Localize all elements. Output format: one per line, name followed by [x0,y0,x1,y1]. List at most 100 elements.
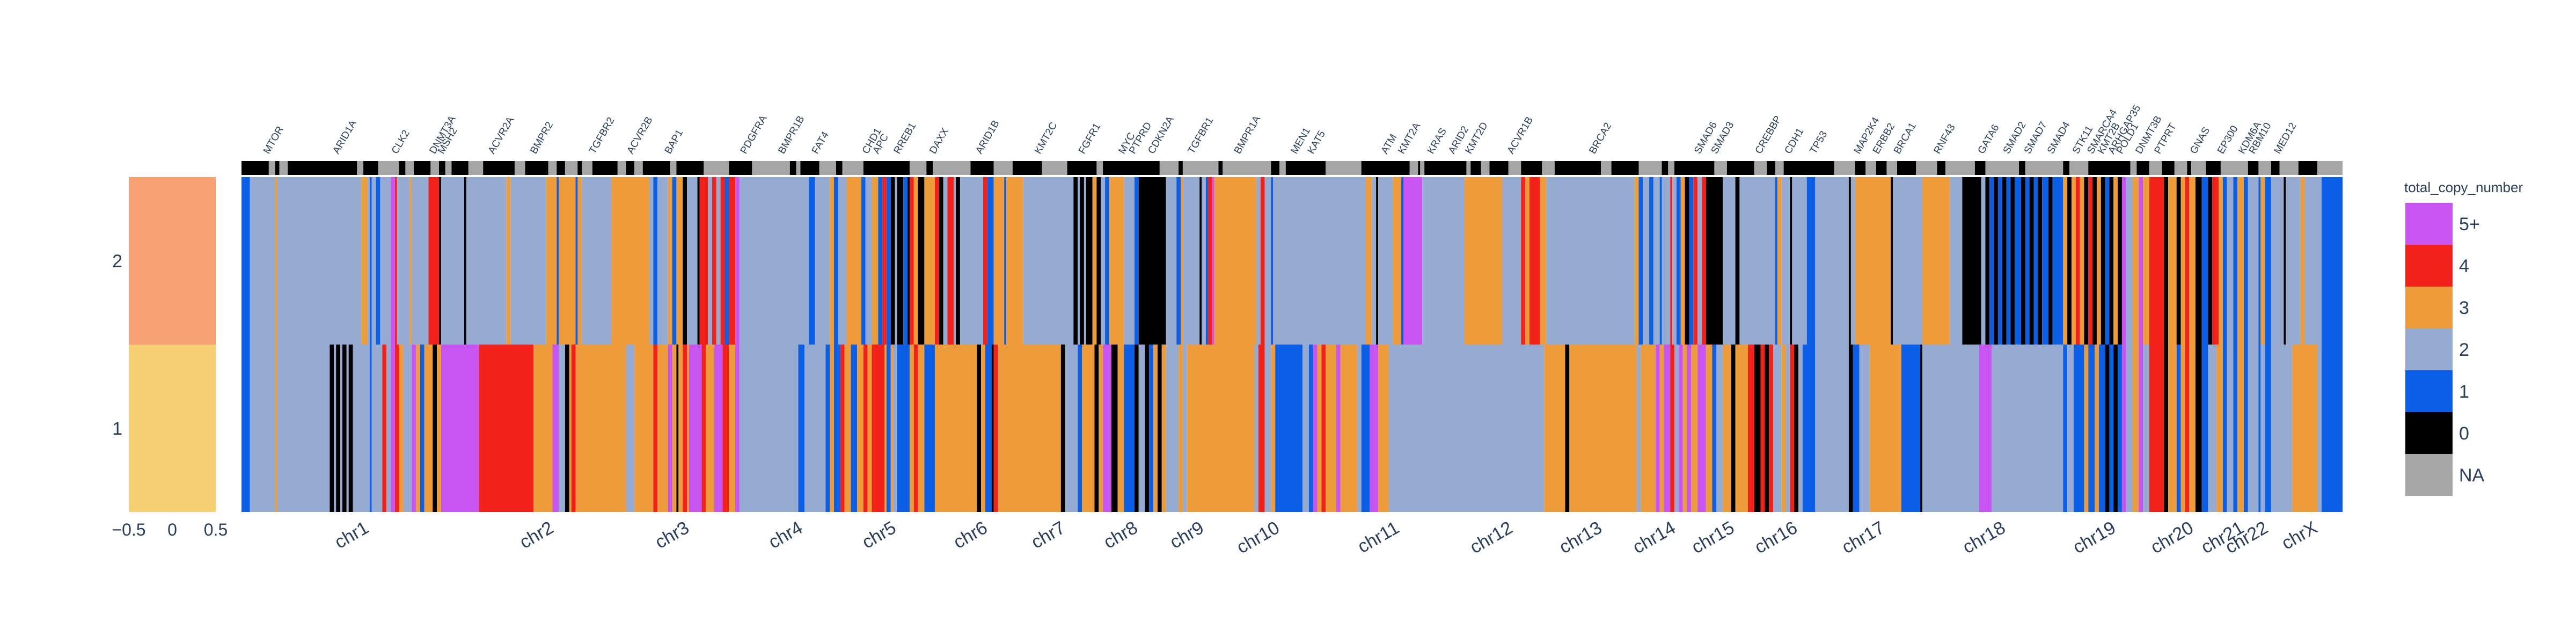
heatmap-cell [466,177,507,345]
heatmap-cell [1641,345,1656,512]
heatmap-cell [1670,177,1673,345]
heatmap-cell [1716,345,1723,512]
heatmap-cell [2168,177,2177,345]
heatmap-cell [275,177,277,345]
heatmap-cell [399,345,404,512]
heatmap-cell [2143,345,2149,512]
legend-swatch [2405,454,2453,496]
gene-track-segment [676,161,704,175]
gene-track-segment [1662,161,1668,175]
heatmap-cell [2002,177,2007,345]
heatmap-cell [582,177,612,345]
heatmap-cell [1785,345,1790,512]
heatmap-cell [735,177,740,345]
heatmap-cell [1388,345,1545,512]
heatmap-cell [697,177,700,345]
heatmap-cell [1540,177,1547,345]
heatmap-cell [865,177,872,345]
heatmap-cell [334,345,336,512]
heatmap-cell [1214,177,1256,345]
heatmap-cell [390,345,395,512]
heatmap-cell [913,345,918,512]
heatmap-cell [2243,177,2248,345]
heatmap-cell [1992,345,2063,512]
heatmap-cell [903,177,908,345]
heatmap-cell [1920,345,1923,512]
gene-track-segment [363,161,378,175]
heatmap-cell [895,177,897,345]
gene-track-segment [575,161,578,175]
heatmap-cell [867,345,872,512]
heatmap-cell [981,345,985,512]
heatmap-cell [424,345,433,512]
heatmap-cell [2126,177,2133,345]
gene-track-segment [1418,161,1421,175]
gene-track-segment [1886,161,1898,175]
heatmap-cell [683,177,687,345]
heatmap-cell [840,345,845,512]
gene-label: ARID1B [974,119,1002,156]
heatmap-cell [2067,177,2072,345]
heatmap-cell [575,177,578,345]
chromosome-label: chr6 [950,517,991,553]
heatmap-cell [701,345,706,512]
heatmap-cell [441,177,464,345]
gene-track [241,161,2343,175]
heatmap-cell [1092,177,1097,345]
heatmap-cell [960,177,983,345]
gene-track-segment [445,161,452,175]
heatmap-cell [838,177,847,345]
legend-label: NA [2459,465,2485,486]
heatmap-cell [683,345,687,512]
heatmap-cell [394,345,399,512]
chromosome-label: chr20 [2147,517,2197,558]
heatmap-cell [1546,177,1635,345]
heatmap-cell [689,345,702,512]
gene-track-segment [1985,161,2019,175]
legend-title: total_copy_number [2404,179,2523,195]
heatmap-cell [657,345,668,512]
heatmap-cell [1723,345,1731,512]
heatmap-cell [1893,177,1922,345]
heatmap-cell [367,177,370,345]
heatmap-cell [672,177,677,345]
heatmap-cell [2075,177,2080,345]
heatmap-cell [1544,345,1565,512]
heatmap-cell [415,345,420,512]
gene-label: GNAS [2188,125,2212,156]
heatmap-cell [2105,177,2110,345]
heatmap-cell [2143,177,2149,345]
chromosome-label: chr2 [516,517,557,553]
heatmap-cell [798,345,805,512]
heatmap-cell [1735,345,1748,512]
heatmap-cell [1370,345,1379,512]
heatmap-cell [1697,177,1702,345]
gene-label: FAT4 [810,130,831,156]
heatmap-cell [2185,345,2190,512]
legend: total_copy_number 5+ 4 3 2 1 0 NA [2404,179,2523,496]
heatmap-cell [861,177,866,345]
heatmap-cell [1101,177,1106,345]
heatmap-cell [1792,177,1807,345]
gene-label: BRCA1 [1892,121,1919,156]
heatmap-cell [2176,345,2181,512]
heatmap-cell [2243,345,2248,512]
gene-track-segment [819,161,836,175]
heatmap-cell [1124,345,1135,512]
gene-track-segment [577,161,582,175]
sample-color-bar: 21 [112,177,216,512]
gene-label: KMT2C [1033,120,1059,156]
heatmap-cell [275,345,277,512]
gene-track-segment [796,161,801,175]
gene-track-segment [1726,161,1754,175]
heatmap-cell [1655,345,1660,512]
gene-label: KMT2A [1396,121,1423,156]
gene-track-segment [842,161,863,175]
heatmap-cell [1138,177,1166,345]
chromosome-label: chr5 [859,517,899,553]
heatmap-cell [890,345,893,512]
heatmap-cell [2195,177,2202,345]
heatmap-cell [346,345,349,512]
gene-track-segment [557,161,565,175]
gene-track-segment [1218,161,1223,175]
